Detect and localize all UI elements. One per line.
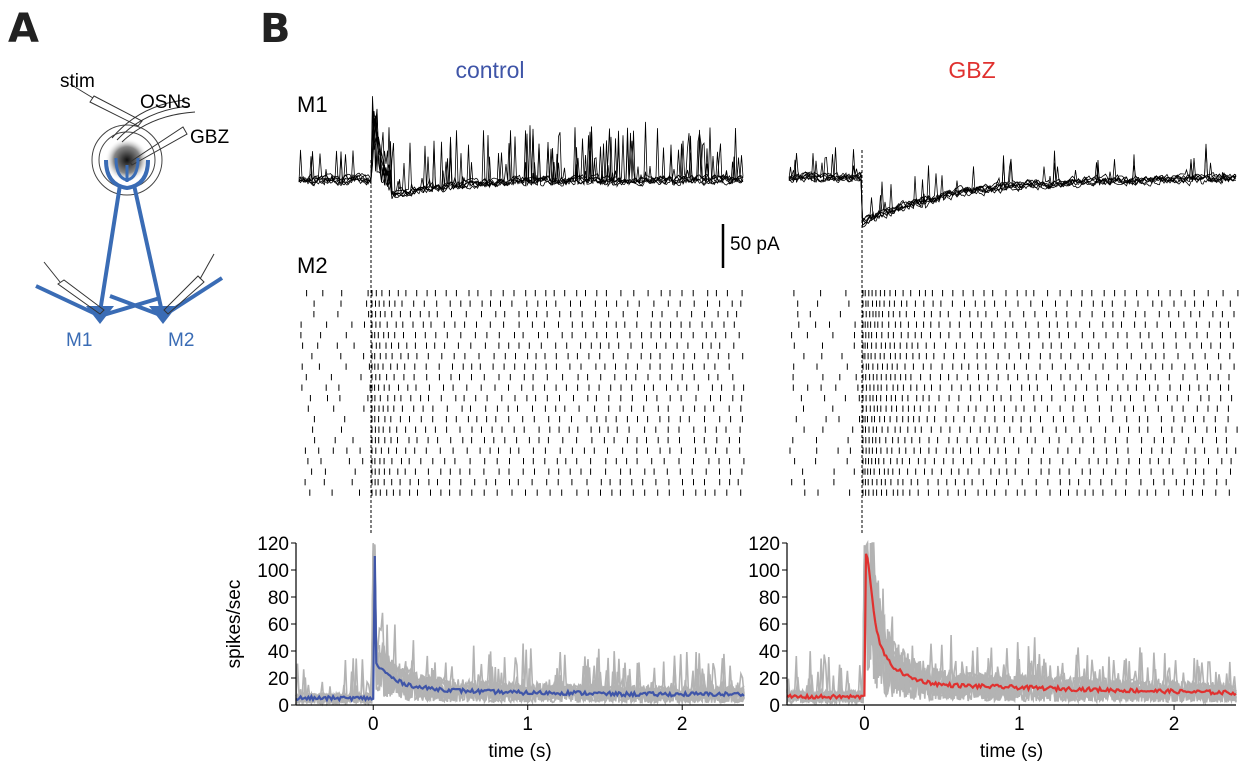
x-axis-label: time (s) xyxy=(980,741,1043,762)
m2-primary-dendrite xyxy=(132,184,164,313)
control-title: control xyxy=(455,57,524,83)
m2-pipette-wire xyxy=(199,253,215,280)
trial-trace xyxy=(295,548,745,707)
scale-bar-label: 50 pA xyxy=(730,234,780,255)
stim-label: stim xyxy=(60,71,95,92)
m1-current-traces-gbz xyxy=(788,143,1237,228)
x-axis-label: time (s) xyxy=(488,741,551,762)
gbz-label: GBZ xyxy=(190,127,229,148)
psth-chart-control: 0 20 40 60 80 100 120 0 1 2 time (s) spikes/sec xyxy=(224,534,745,762)
row-label-m2: M2 xyxy=(297,253,328,278)
trial-trace xyxy=(295,545,745,707)
gbz-title: GBZ xyxy=(948,57,995,83)
stim-electrode xyxy=(89,95,143,127)
current-trace xyxy=(788,165,1237,222)
current-trace xyxy=(788,145,1237,221)
osn-axon xyxy=(116,105,191,141)
row-label-m1: M1 xyxy=(297,92,328,117)
current-trace xyxy=(788,147,1237,223)
y-tick-label: 120 xyxy=(748,534,780,555)
circuit-schematic: stim OSNs GBZ M1 M2 xyxy=(35,71,229,351)
m1-pipette-wire xyxy=(43,261,61,283)
panel-letter-a: A xyxy=(8,6,39,52)
m2-soma xyxy=(149,306,177,324)
osn-axon xyxy=(121,111,196,143)
y-tick-label: 60 xyxy=(268,615,289,636)
gbz-diffusion-spot xyxy=(105,138,149,182)
m1-soma xyxy=(86,306,114,324)
m1-tuft xyxy=(104,159,150,191)
m2-label: M2 xyxy=(168,330,194,351)
m1-current-traces-control xyxy=(298,96,744,200)
osns-label: OSNs xyxy=(140,92,191,113)
y-tick-label: 0 xyxy=(278,696,289,717)
y-tick-label: 120 xyxy=(257,534,289,555)
trial-trace xyxy=(786,542,1237,706)
x-tick-label: 0 xyxy=(368,714,379,735)
m1-recording-pipette xyxy=(57,279,105,315)
y-tick-label: 40 xyxy=(759,642,780,663)
y-tick-label: 80 xyxy=(268,588,289,609)
current-trace xyxy=(788,149,1237,227)
x-tick-label: 0 xyxy=(859,714,870,735)
y-tick-label: 60 xyxy=(759,615,780,636)
glomerulus-outer-ring xyxy=(91,124,163,196)
y-tick-label: 20 xyxy=(268,669,289,690)
stim-pointer-line xyxy=(69,83,94,99)
m2-recording-pipette xyxy=(163,275,205,315)
trial-trace xyxy=(786,542,1237,706)
x-tick-label: 2 xyxy=(1169,714,1180,735)
osn-axon xyxy=(111,99,186,139)
y-tick-label: 100 xyxy=(257,561,289,582)
mean-psth-line xyxy=(786,553,1237,701)
x-tick-label: 1 xyxy=(1014,714,1025,735)
y-tick-label: 80 xyxy=(759,588,780,609)
y-tick-label: 40 xyxy=(268,642,289,663)
m1-lateral-dendrite xyxy=(99,296,161,318)
x-tick-label: 2 xyxy=(677,714,688,735)
mean-psth-line xyxy=(295,555,745,703)
m2-lateral-dendrite xyxy=(109,294,164,318)
y-axis-label: spikes/sec xyxy=(224,580,245,669)
x-tick-label: 1 xyxy=(522,714,533,735)
psth-chart-gbz: 0 20 40 60 80 100 120 0 1 2 time (s) xyxy=(748,534,1237,762)
y-tick-label: 100 xyxy=(748,561,780,582)
y-tick-label: 20 xyxy=(759,669,780,690)
m2-spike-raster-control xyxy=(300,290,745,496)
m1-primary-dendrite xyxy=(98,184,122,313)
current-trace xyxy=(788,154,1237,226)
panel-letter-b: B xyxy=(260,6,291,52)
m1-lateral-dendrite xyxy=(35,284,101,318)
y-tick-label: 0 xyxy=(769,696,780,717)
gbz-pipette xyxy=(129,126,188,166)
current-trace xyxy=(298,125,744,200)
m1-label: M1 xyxy=(66,330,92,351)
m2-spike-raster-gbz xyxy=(789,290,1239,496)
